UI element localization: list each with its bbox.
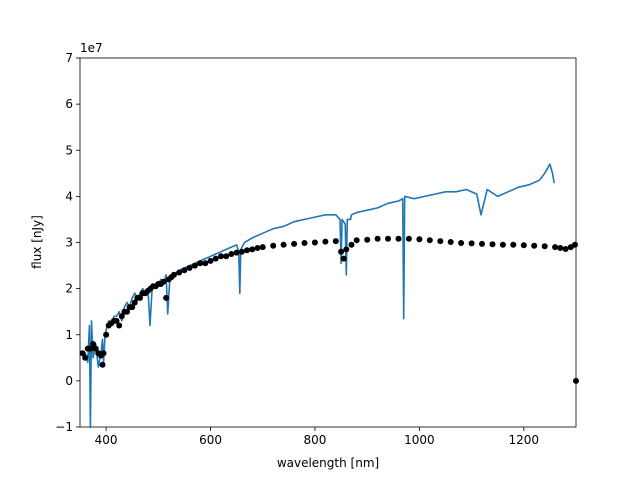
data-point <box>395 235 402 242</box>
data-point <box>426 237 433 244</box>
data-point <box>364 236 371 243</box>
data-point <box>458 240 465 246</box>
x-tick-label: 600 <box>199 433 222 447</box>
x-tick-label: 400 <box>95 433 118 447</box>
data-point <box>405 235 412 242</box>
x-axis: 400 600 800 1000 1200 <box>95 427 539 447</box>
y-axis-label: flux [nJy] <box>30 215 44 269</box>
data-point <box>223 253 230 260</box>
x-tick-label: 800 <box>303 433 326 447</box>
data-point <box>228 251 235 257</box>
data-point <box>218 253 224 260</box>
data-point <box>557 245 564 251</box>
data-point <box>510 241 517 248</box>
data-point <box>249 246 256 253</box>
data-point <box>489 241 496 248</box>
data-point <box>572 241 578 248</box>
data-point <box>385 235 391 242</box>
data-point <box>562 246 569 252</box>
data-point <box>207 257 214 264</box>
data-point <box>197 260 204 267</box>
data-point <box>244 247 251 254</box>
data-point <box>202 260 209 267</box>
data-point <box>129 304 136 311</box>
data-point <box>280 241 287 248</box>
data-point <box>171 271 177 278</box>
x-axis-label: wavelength [nm] <box>277 456 379 470</box>
data-point <box>100 350 107 357</box>
data-point <box>160 278 167 285</box>
data-point <box>531 242 538 249</box>
data-point <box>124 308 130 315</box>
y-tick-label: 3 <box>65 236 73 250</box>
y-tick-label: 7 <box>65 51 73 65</box>
x-tick-label: 1200 <box>509 433 540 447</box>
data-point <box>116 322 123 329</box>
series-line-0 <box>84 163 555 428</box>
data-point <box>131 299 138 306</box>
y-tick-label: 1 <box>65 328 73 342</box>
data-point <box>416 236 423 243</box>
data-point <box>259 244 266 251</box>
y-tick-label: 5 <box>65 143 73 157</box>
data-point <box>99 361 106 368</box>
y-tick-label: −1 <box>55 420 73 434</box>
data-point <box>233 249 240 256</box>
data-point <box>479 240 485 247</box>
data-point <box>353 237 360 244</box>
data-point <box>499 241 506 248</box>
data-point <box>340 255 347 262</box>
y-tick-label: 6 <box>65 97 73 111</box>
data-point <box>191 262 198 269</box>
data-point <box>374 235 381 242</box>
data-point <box>332 238 339 245</box>
data-point <box>163 294 170 301</box>
data-point <box>520 242 527 249</box>
y-tick-label: 2 <box>65 282 73 296</box>
data-point <box>311 239 318 246</box>
data-point <box>254 245 261 251</box>
data-point <box>541 243 548 250</box>
data-point <box>118 313 125 320</box>
data-point <box>113 317 120 324</box>
x-tick-label: 1000 <box>404 433 435 447</box>
y-tick-label: 4 <box>65 189 73 203</box>
data-point <box>301 240 308 246</box>
y-axis-offset-label: 1e7 <box>80 41 103 55</box>
data-point <box>552 244 559 251</box>
data-point <box>92 345 99 352</box>
data-point <box>270 242 277 249</box>
data-point <box>447 239 454 245</box>
data-point <box>238 248 245 255</box>
data-point <box>291 240 298 247</box>
data-point <box>437 238 444 245</box>
data-point <box>82 354 89 361</box>
data-point <box>181 267 188 274</box>
series-markers-1 <box>79 235 579 384</box>
data-point <box>322 238 329 245</box>
data-point <box>338 248 345 255</box>
data-point <box>348 241 355 248</box>
y-tick-label: 0 <box>65 374 73 388</box>
data-point <box>90 341 97 347</box>
y-axis: −1 0 1 2 3 4 5 6 7 <box>55 51 80 434</box>
data-point <box>468 240 475 247</box>
data-point <box>137 294 143 301</box>
data-point <box>103 331 110 338</box>
data-point <box>343 246 350 253</box>
data-point <box>186 264 193 271</box>
data-point <box>87 345 94 352</box>
series-layer <box>79 163 579 428</box>
data-point <box>79 350 86 357</box>
data-point <box>212 255 219 262</box>
data-point <box>176 269 183 276</box>
